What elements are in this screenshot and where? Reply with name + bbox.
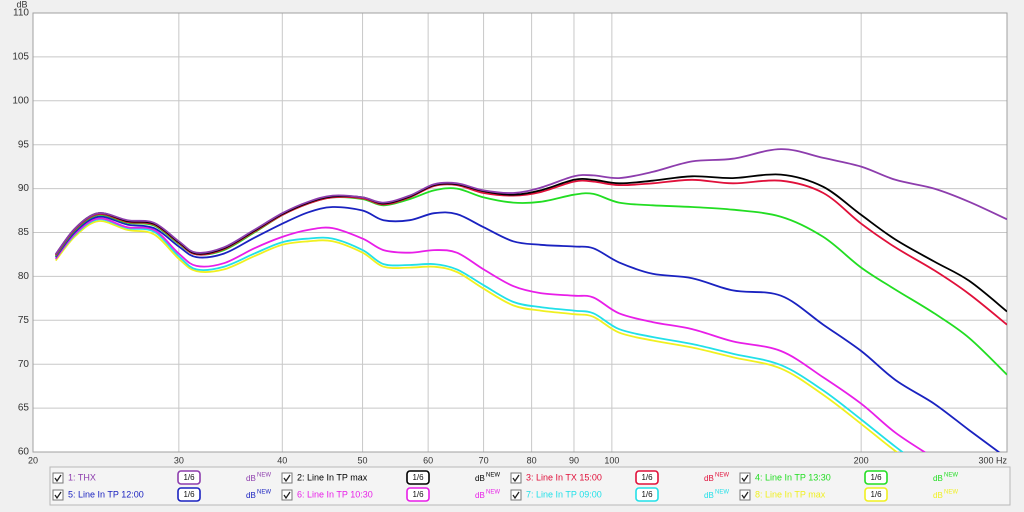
- smoothing-label: 1/6: [183, 473, 195, 482]
- legend-label: 8: Line In TP max: [755, 489, 826, 499]
- y-tick-label: 105: [12, 52, 29, 63]
- legend-panel: [49, 466, 1011, 506]
- y-tick-label: 95: [18, 139, 30, 150]
- legend-label: 7: Line In TP 09:00: [526, 489, 602, 499]
- y-tick-label: 75: [18, 315, 30, 326]
- x-tick-label: 90: [569, 455, 579, 465]
- smoothing-button[interactable]: [864, 470, 888, 485]
- unit-label[interactable]: dB: [933, 491, 943, 500]
- x-tick-label: 50: [358, 455, 368, 465]
- curves: [54, 148, 1007, 452]
- legend-checkmark: [741, 474, 749, 483]
- legend-item[interactable]: 3: Line In TX 15:00 1/6 dB NEW: [510, 470, 729, 485]
- new-badge: NEW: [486, 490, 500, 496]
- response-curve: [54, 148, 1007, 255]
- unit-label[interactable]: dB: [246, 474, 256, 483]
- legend-item[interactable]: 2: Line In TP max 1/6 dB NEW: [281, 470, 500, 485]
- x-tick-label: 80: [527, 455, 537, 465]
- legend-checkbox[interactable]: [52, 489, 64, 501]
- y-tick-label: 65: [18, 403, 30, 414]
- smoothing-label: 1/6: [412, 490, 424, 499]
- response-curve: [54, 220, 899, 452]
- y-tick-label: 60: [18, 447, 30, 458]
- unit-label[interactable]: dB: [246, 491, 256, 500]
- unit-label[interactable]: dB: [704, 491, 714, 500]
- y-tick-label: 100: [12, 95, 29, 106]
- legend-label: 2: Line In TP max: [297, 472, 368, 482]
- unit-label[interactable]: dB: [475, 474, 485, 483]
- x-tick-label: 200: [854, 455, 869, 465]
- new-badge: NEW: [715, 473, 729, 479]
- legend-checkbox[interactable]: [52, 472, 64, 484]
- legend-checkmark: [283, 474, 291, 483]
- x-tick-label: 70: [479, 455, 489, 465]
- smoothing-label: 1/6: [641, 490, 653, 499]
- legend-checkbox[interactable]: [281, 489, 293, 501]
- x-tick-label: 300 Hz: [978, 455, 1007, 465]
- legend-checkmark: [512, 474, 520, 483]
- legend-checkbox[interactable]: [739, 489, 751, 501]
- legend-checkmark: [54, 491, 62, 500]
- x-tick-label: 30: [174, 455, 184, 465]
- legend-label: 5: Line In TP 12:00: [68, 489, 144, 499]
- legend-label: 6: Line In TP 10:30: [297, 489, 373, 499]
- smoothing-label: 1/6: [870, 490, 882, 499]
- unit-label[interactable]: dB: [475, 491, 485, 500]
- legend-item[interactable]: 1: THX 1/6 dB NEW: [52, 470, 271, 485]
- legend-checkbox[interactable]: [281, 472, 293, 484]
- unit-label[interactable]: dB: [704, 474, 714, 483]
- smoothing-button[interactable]: [177, 470, 201, 485]
- legend-checkmark: [54, 474, 62, 483]
- x-tick-label: 60: [423, 455, 433, 465]
- response-curve: [54, 206, 1001, 452]
- smoothing-button[interactable]: [635, 470, 659, 485]
- legend-label: 3: Line In TX 15:00: [526, 472, 602, 482]
- legend-item[interactable]: 5: Line In TP 12:00 1/6 dB NEW: [52, 487, 271, 502]
- plot-border: [32, 12, 1008, 453]
- legend-label: 1: THX: [68, 472, 96, 482]
- new-badge: NEW: [944, 473, 958, 479]
- legend-item[interactable]: 7: Line In TP 09:00 1/6 dB NEW: [510, 487, 729, 502]
- new-badge: NEW: [715, 490, 729, 496]
- legend-checkmark: [741, 491, 749, 500]
- x-tick-label: 100: [604, 455, 619, 465]
- smoothing-button[interactable]: [177, 487, 201, 502]
- response-curve: [54, 218, 904, 452]
- smoothing-label: 1/6: [641, 473, 653, 482]
- legend-item[interactable]: 8: Line In TP max 1/6 dB NEW: [739, 487, 958, 502]
- legend-checkmark: [512, 491, 520, 500]
- legend-checkbox[interactable]: [510, 472, 522, 484]
- y-axis-label: dB: [16, 0, 27, 9]
- x-tick-label: 20: [28, 455, 38, 465]
- new-badge: NEW: [486, 473, 500, 479]
- y-tick-label: 85: [18, 227, 30, 238]
- smoothing-label: 1/6: [183, 490, 195, 499]
- legend-label: 4: Line In TP 13:30: [755, 472, 831, 482]
- new-badge: NEW: [257, 473, 271, 479]
- legend-checkmark: [283, 491, 291, 500]
- new-badge: NEW: [257, 490, 271, 496]
- legend-item[interactable]: 6: Line In TP 10:30 1/6 dB NEW: [281, 487, 500, 502]
- legend-checkbox[interactable]: [510, 489, 522, 501]
- smoothing-button[interactable]: [406, 470, 430, 485]
- smoothing-button[interactable]: [864, 487, 888, 502]
- y-tick-label: 110: [13, 8, 29, 19]
- y-tick-label: 80: [18, 271, 30, 282]
- response-curve: [54, 217, 927, 452]
- unit-label[interactable]: dB: [933, 474, 943, 483]
- smoothing-label: 1/6: [412, 473, 424, 482]
- smoothing-button[interactable]: [635, 487, 659, 502]
- x-tick-label: 40: [277, 455, 287, 465]
- smoothing-button[interactable]: [406, 487, 430, 502]
- y-tick-label: 90: [18, 183, 30, 194]
- smoothing-label: 1/6: [870, 473, 882, 482]
- legend-item[interactable]: 4: Line In TP 13:30 1/6 dB NEW: [739, 470, 958, 485]
- legend-checkbox[interactable]: [739, 472, 751, 484]
- y-tick-label: 70: [18, 359, 30, 370]
- new-badge: NEW: [944, 490, 958, 496]
